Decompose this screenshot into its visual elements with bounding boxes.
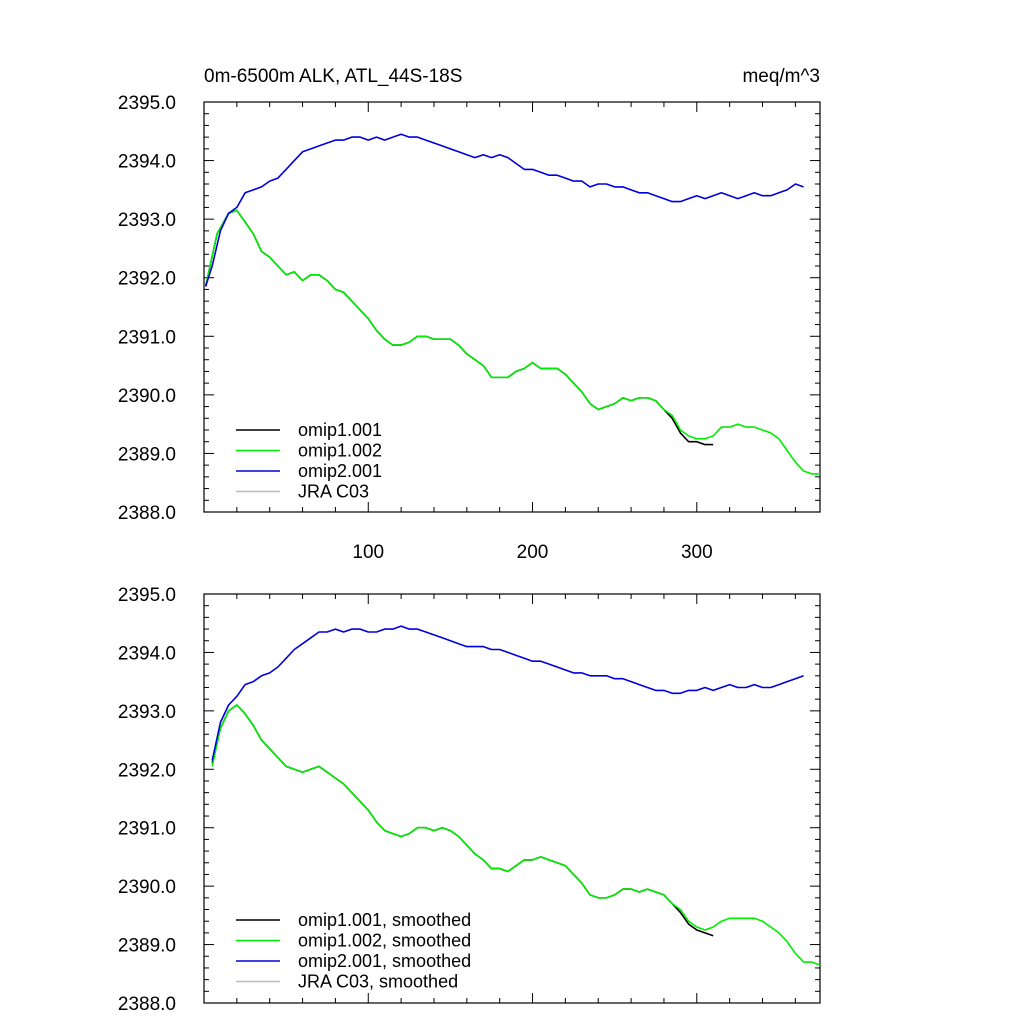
y-tick-label: 2394.0 — [118, 152, 176, 173]
y-tick-label: 2393.0 — [118, 702, 176, 723]
y-tick-label: 2395.0 — [118, 93, 176, 114]
legend-label: JRA C03, smoothed — [298, 972, 458, 992]
legend-label: omip1.001, smoothed — [298, 910, 471, 930]
x-tick-label: 200 — [517, 542, 549, 563]
y-tick-label: 2388.0 — [118, 994, 176, 1015]
y-tick-label: 2389.0 — [118, 444, 176, 465]
series-line — [211, 704, 714, 937]
top-panel: 2388.0 2389.0 2390.0 2391.0 2392.0 2393.0 2394… — [118, 93, 821, 563]
series-line — [211, 625, 804, 761]
bottom-panel: 2388.0 2389.0 2390.0 2391.0 2392.0 2393.0 2394… — [118, 585, 821, 1015]
plot-frame — [203, 593, 821, 1004]
y-tick-label: 2392.0 — [118, 269, 176, 290]
y-tick-label: 2388.0 — [118, 503, 176, 524]
legend-label: omip1.002, smoothed — [298, 931, 471, 951]
series-line — [204, 209, 820, 475]
series-line — [204, 209, 714, 446]
x-tick-label: 300 — [681, 542, 713, 563]
chart-title: 0m-6500m ALK, ATL_44S-18S — [204, 66, 462, 87]
y-tick-label: 2394.0 — [118, 643, 176, 664]
y-tick-label: 2392.0 — [118, 760, 176, 781]
y-tick-label: 2391.0 — [118, 327, 176, 348]
units-label: meq/m^3 — [742, 66, 820, 87]
legend-label: JRA C03 — [298, 482, 369, 502]
x-tick-label: 100 — [352, 542, 384, 563]
legend-label: omip1.001 — [298, 420, 382, 440]
series-line — [211, 704, 821, 966]
y-tick-label: 2389.0 — [118, 936, 176, 957]
y-tick-label: 2390.0 — [118, 386, 176, 407]
y-tick-label: 2393.0 — [118, 210, 176, 231]
legend-label: omip1.002 — [298, 441, 382, 461]
series-line — [204, 133, 804, 287]
y-tick-label: 2390.0 — [118, 877, 176, 898]
y-tick-label: 2395.0 — [118, 585, 176, 606]
plot-frame — [203, 101, 821, 513]
legend-label: omip2.001, smoothed — [298, 951, 471, 971]
y-tick-label: 2391.0 — [118, 819, 176, 840]
legend-label: omip2.001 — [298, 461, 382, 481]
